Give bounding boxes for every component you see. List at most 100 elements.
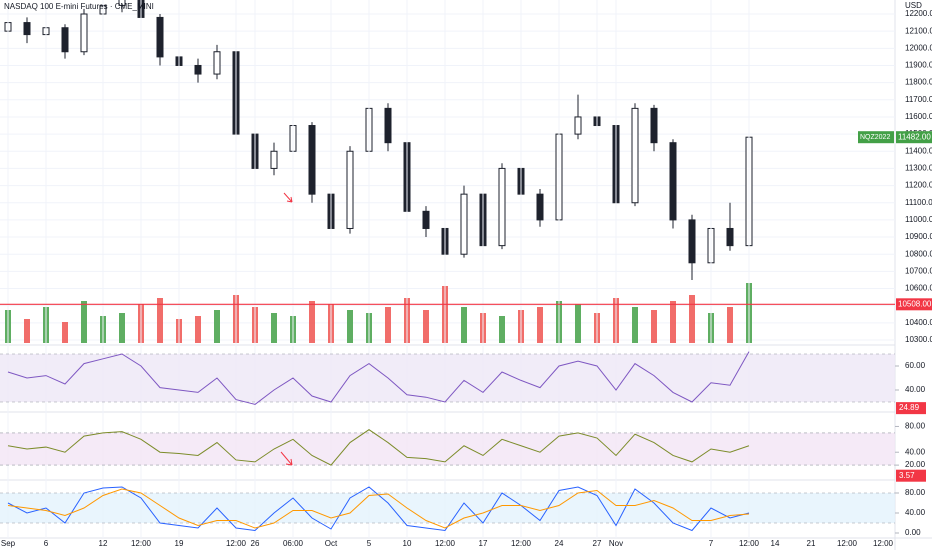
x-tick-label: 7	[709, 539, 714, 548]
value-tag	[896, 402, 926, 415]
volume-bar	[24, 319, 30, 343]
plot-layer	[0, 0, 895, 538]
candle-body	[194, 64, 202, 75]
symbol-tag-label: NQZ2022	[860, 134, 890, 141]
y-tick-label: 12200.00	[905, 9, 932, 18]
volume-bar	[347, 310, 353, 343]
candle-body	[80, 13, 88, 53]
candle-body	[669, 142, 677, 221]
candle-body	[270, 150, 278, 169]
symbol-tag	[858, 131, 894, 144]
x-tick-label: Sep	[1, 539, 16, 548]
y-tick-label: 11700.00	[905, 95, 932, 104]
y-tick-label: 11100.00	[905, 198, 932, 207]
volume-bar	[309, 301, 315, 343]
candle-body	[384, 107, 392, 144]
x-tick-label: 17	[479, 539, 488, 548]
y-tick-label: 60.00	[905, 361, 926, 370]
candle-body	[346, 150, 354, 229]
x-tick-label: 12:00	[837, 539, 858, 548]
y-tick-label: 11200.00	[905, 181, 932, 190]
y-tick-label: 10700.00	[905, 266, 932, 275]
volume-bar	[651, 310, 657, 343]
volume-bar	[537, 307, 543, 343]
volume-bar	[727, 307, 733, 343]
indicator-line	[7, 429, 750, 466]
price-tag	[896, 298, 932, 311]
x-tick-label: 24	[555, 539, 564, 548]
y-tick-label: 10600.00	[905, 284, 932, 293]
y-tick-label: 10300.00	[905, 335, 932, 344]
candle-body	[118, 0, 126, 6]
price-tag-label: 11482.00	[898, 132, 931, 141]
candle-body	[631, 107, 639, 204]
arrow	[283, 192, 293, 203]
volume-bar	[385, 307, 391, 343]
arrow	[280, 451, 293, 466]
candle-body	[23, 22, 31, 36]
band	[0, 493, 895, 523]
volume-bar	[632, 307, 638, 343]
y-tick-label: 80.00	[905, 488, 926, 497]
y-tick-label: 40.00	[905, 447, 926, 456]
candle-body	[536, 193, 544, 221]
x-tick-label: 26	[251, 539, 260, 548]
volume-bar	[461, 307, 467, 343]
y-tick-label: 10800.00	[905, 249, 932, 258]
candle-body	[574, 116, 582, 135]
volume-bar	[195, 316, 201, 343]
y-tick-label: 11800.00	[905, 78, 932, 87]
candle-body	[726, 227, 734, 247]
chart-title: NASDAQ 100 E-mini Futures · CME_MINI	[4, 2, 154, 11]
candle-body	[61, 27, 69, 53]
y-tick-label: 11400.00	[905, 146, 932, 155]
y-tick-label: 0.00	[905, 528, 921, 537]
x-tick-label: Nov	[609, 539, 623, 548]
volume-bar	[81, 301, 87, 343]
volume-bar	[157, 298, 163, 343]
x-tick-label: 27	[593, 539, 602, 548]
volume-bar	[689, 295, 695, 343]
x-tick-label: 5	[367, 539, 372, 548]
x-tick-label: 12:00	[739, 539, 760, 548]
volume-bar	[575, 304, 581, 343]
x-tick-label: 12	[99, 539, 108, 548]
x-tick-label: 21	[807, 539, 816, 548]
y-tick-label: 11600.00	[905, 112, 932, 121]
volume-bar	[119, 313, 125, 343]
value-tag-label: 24.89	[899, 403, 920, 412]
y-tick-label: 10900.00	[905, 232, 932, 241]
y-tick-label: 20.00	[905, 460, 926, 469]
x-tick-label: 12:00	[226, 539, 247, 548]
y-tick-label: 11000.00	[905, 215, 932, 224]
x-tick-label: 10	[403, 539, 412, 548]
candle-body	[650, 107, 658, 144]
x-tick-label: 12:00	[131, 539, 152, 548]
volume-bar	[423, 310, 429, 343]
candle-body	[422, 210, 430, 229]
volume-bar	[271, 313, 277, 343]
volume-bar	[214, 310, 220, 343]
candle-body	[308, 125, 316, 195]
volume-bar	[62, 322, 68, 343]
price-tag	[896, 131, 932, 144]
volume-bar	[670, 301, 676, 343]
y-tick-label: 10400.00	[905, 318, 932, 327]
price-tag-label: 10508.00	[898, 299, 932, 308]
x-tick-label: 12:00	[435, 539, 456, 548]
band	[0, 354, 895, 402]
x-tick-label: 12:00	[873, 539, 894, 548]
candle-body	[460, 193, 468, 255]
y-tick-label: 80.00	[905, 422, 926, 431]
y-tick-label: 40.00	[905, 508, 926, 517]
currency-label: USD	[905, 1, 922, 10]
x-tick-label: 06:00	[283, 539, 304, 548]
candle-body	[688, 219, 696, 264]
y-tick-label: 11900.00	[905, 61, 932, 70]
y-tick-label: 40.00	[905, 385, 926, 394]
candle-body	[213, 51, 221, 75]
value-tag	[896, 469, 926, 482]
x-tick-label: 19	[175, 539, 184, 548]
volume-bar	[499, 316, 505, 343]
